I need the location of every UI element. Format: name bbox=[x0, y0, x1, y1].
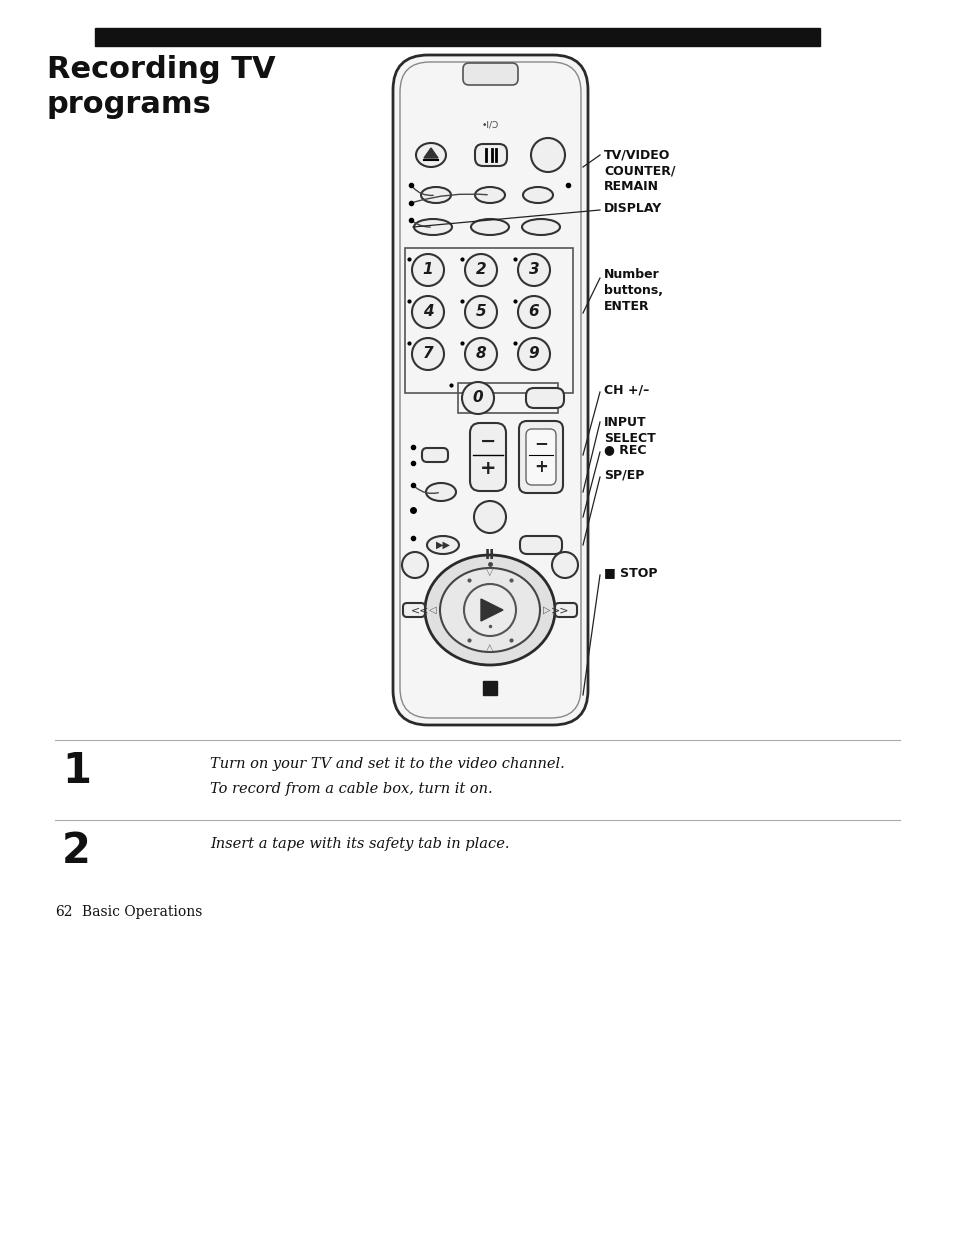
Text: 2: 2 bbox=[476, 263, 486, 278]
Text: ■ STOP: ■ STOP bbox=[603, 567, 657, 579]
Ellipse shape bbox=[420, 186, 451, 203]
FancyBboxPatch shape bbox=[518, 421, 562, 493]
Text: −: − bbox=[479, 431, 496, 451]
Circle shape bbox=[464, 296, 497, 329]
Text: ● REC: ● REC bbox=[603, 443, 646, 457]
Ellipse shape bbox=[427, 536, 458, 555]
Circle shape bbox=[517, 296, 550, 329]
Ellipse shape bbox=[475, 186, 504, 203]
Text: programs: programs bbox=[47, 90, 212, 119]
Circle shape bbox=[517, 338, 550, 370]
Text: 3: 3 bbox=[528, 263, 538, 278]
Ellipse shape bbox=[522, 186, 553, 203]
Circle shape bbox=[517, 254, 550, 287]
Text: +: + bbox=[534, 458, 547, 475]
Text: To record from a cable box, turn it on.: To record from a cable box, turn it on. bbox=[210, 782, 492, 797]
Text: Insert a tape with its safety tab in place.: Insert a tape with its safety tab in pla… bbox=[210, 837, 509, 851]
Circle shape bbox=[464, 338, 497, 370]
Bar bbox=[457, 383, 558, 412]
Text: CH +/–: CH +/– bbox=[603, 384, 649, 396]
Text: INPUT
SELECT: INPUT SELECT bbox=[603, 416, 655, 445]
Circle shape bbox=[412, 338, 443, 370]
FancyBboxPatch shape bbox=[555, 603, 577, 618]
Text: +: + bbox=[479, 459, 496, 478]
Ellipse shape bbox=[424, 555, 555, 664]
Text: ▷: ▷ bbox=[542, 605, 550, 615]
Circle shape bbox=[474, 501, 505, 534]
Ellipse shape bbox=[521, 219, 559, 235]
Text: Turn on your TV and set it to the video channel.: Turn on your TV and set it to the video … bbox=[210, 757, 564, 771]
Circle shape bbox=[464, 254, 497, 287]
Text: 1: 1 bbox=[62, 750, 91, 792]
Circle shape bbox=[531, 138, 564, 172]
Text: 8: 8 bbox=[476, 347, 486, 362]
Bar bbox=[482, 680, 497, 695]
Circle shape bbox=[461, 382, 494, 414]
Text: 6: 6 bbox=[528, 305, 538, 320]
Polygon shape bbox=[480, 599, 502, 621]
Text: 9: 9 bbox=[528, 347, 538, 362]
FancyBboxPatch shape bbox=[525, 429, 556, 485]
FancyBboxPatch shape bbox=[462, 63, 517, 85]
Text: >>: >> bbox=[550, 605, 569, 615]
FancyBboxPatch shape bbox=[519, 536, 561, 555]
Text: △: △ bbox=[486, 643, 494, 653]
Polygon shape bbox=[423, 148, 437, 158]
Ellipse shape bbox=[439, 568, 539, 652]
Text: DISPLAY: DISPLAY bbox=[603, 201, 661, 215]
Circle shape bbox=[552, 552, 578, 578]
FancyBboxPatch shape bbox=[402, 603, 424, 618]
Text: 2: 2 bbox=[62, 830, 91, 872]
Circle shape bbox=[412, 296, 443, 329]
Ellipse shape bbox=[471, 219, 509, 235]
Circle shape bbox=[463, 584, 516, 636]
Text: 4: 4 bbox=[422, 305, 433, 320]
FancyBboxPatch shape bbox=[421, 448, 448, 462]
Text: ▶▶: ▶▶ bbox=[435, 540, 450, 550]
Text: ◁: ◁ bbox=[429, 605, 436, 615]
Text: ▽: ▽ bbox=[486, 567, 494, 577]
FancyBboxPatch shape bbox=[393, 56, 587, 725]
Polygon shape bbox=[95, 28, 820, 46]
Text: Basic Operations: Basic Operations bbox=[82, 905, 202, 919]
Text: •I/Ɔ: •I/Ɔ bbox=[481, 121, 498, 130]
Text: 62: 62 bbox=[55, 905, 72, 919]
Text: Number
buttons,
ENTER: Number buttons, ENTER bbox=[603, 268, 662, 312]
Ellipse shape bbox=[414, 219, 452, 235]
Text: <<: << bbox=[411, 605, 429, 615]
Ellipse shape bbox=[426, 483, 456, 501]
Text: TV/VIDEO
COUNTER/
REMAIN: TV/VIDEO COUNTER/ REMAIN bbox=[603, 148, 675, 193]
Text: II: II bbox=[484, 548, 495, 562]
Circle shape bbox=[401, 552, 428, 578]
Text: −: − bbox=[534, 433, 547, 452]
Text: Recording TV: Recording TV bbox=[47, 56, 275, 84]
FancyBboxPatch shape bbox=[525, 388, 563, 408]
Text: 0: 0 bbox=[472, 390, 483, 405]
Circle shape bbox=[412, 254, 443, 287]
Text: 5: 5 bbox=[476, 305, 486, 320]
FancyBboxPatch shape bbox=[470, 424, 505, 492]
Text: 1: 1 bbox=[422, 263, 433, 278]
Bar bbox=[405, 248, 573, 393]
Ellipse shape bbox=[416, 143, 446, 167]
FancyBboxPatch shape bbox=[475, 144, 506, 165]
Text: SP/EP: SP/EP bbox=[603, 468, 643, 482]
Text: 7: 7 bbox=[422, 347, 433, 362]
